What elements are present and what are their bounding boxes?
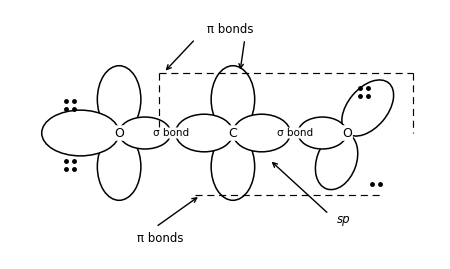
Text: O: O xyxy=(114,126,124,140)
Text: π bonds: π bonds xyxy=(207,23,253,36)
Text: C: C xyxy=(229,126,237,140)
Ellipse shape xyxy=(97,66,141,133)
Text: σ bond: σ bond xyxy=(277,128,313,138)
Text: O: O xyxy=(342,126,351,140)
Ellipse shape xyxy=(42,110,119,156)
Ellipse shape xyxy=(211,133,255,200)
Ellipse shape xyxy=(233,114,290,152)
Ellipse shape xyxy=(211,66,255,133)
Text: π bonds: π bonds xyxy=(137,232,184,245)
Text: σ bond: σ bond xyxy=(153,128,189,138)
Ellipse shape xyxy=(342,80,394,136)
Ellipse shape xyxy=(119,117,171,149)
Ellipse shape xyxy=(298,117,347,149)
Ellipse shape xyxy=(97,133,141,200)
Ellipse shape xyxy=(315,132,358,190)
Text: sp: sp xyxy=(337,213,351,226)
Ellipse shape xyxy=(176,114,233,152)
